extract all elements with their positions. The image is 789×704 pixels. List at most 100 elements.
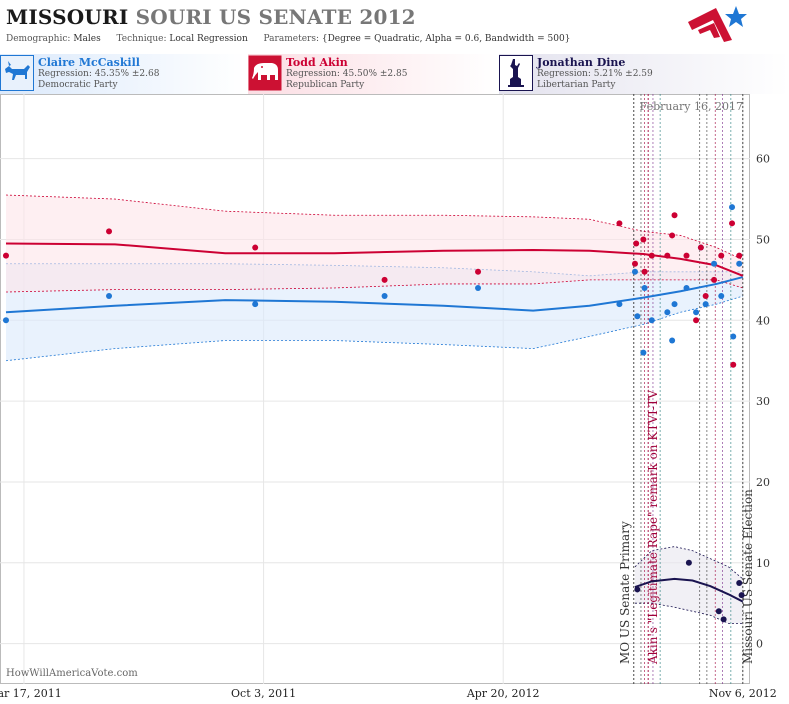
poll-point	[641, 268, 648, 275]
candidate-regression: Regression: 45.50% ±2.85	[286, 69, 408, 79]
x-tick-label: Nov 6, 2012	[709, 687, 777, 700]
poll-point	[693, 309, 700, 316]
confidence-band	[5, 195, 743, 293]
y-tick-label: 60	[756, 153, 770, 166]
poll-point	[683, 252, 690, 259]
poll-point	[693, 317, 700, 324]
poll-point	[648, 317, 655, 324]
poll-point	[715, 608, 722, 615]
watermark[interactable]: HowWillAmericaVote.com	[6, 668, 138, 679]
event-label: Akin's "Legitimate Rape" remark on KTVI-…	[646, 390, 660, 665]
poll-point	[664, 252, 671, 259]
y-tick-label: 20	[756, 476, 770, 489]
candidate-dine[interactable]: Jonathan Dine Regression: 5.21% ±2.59 Li…	[499, 54, 789, 94]
chart: MO US Senate Primary Akin's "Legitimate R…	[0, 94, 777, 700]
candidate-party: Democratic Party	[38, 80, 118, 90]
y-tick-label: 40	[756, 314, 770, 327]
title-state: MISSOURI	[6, 5, 129, 29]
y-tick-label: 50	[756, 233, 770, 246]
elephant-icon	[248, 55, 282, 91]
poll-point	[711, 260, 718, 267]
poll-point	[671, 301, 678, 308]
axes: 0 10 20 30 40 50 60 Mar 17, 2011 Oct 3, 2011 Apr …	[0, 153, 777, 700]
event-lines: MO US Senate Primary Akin's "Legitimate R…	[618, 94, 755, 684]
regression-line	[5, 242, 744, 277]
poll-point	[729, 204, 736, 211]
poll-point	[718, 252, 725, 259]
date-stamp: February 16, 2017	[639, 100, 743, 113]
poll-point	[634, 313, 641, 320]
band-upper	[634, 546, 744, 580]
band-lower	[634, 602, 743, 624]
candidate-regression: Regression: 45.35% ±2.68	[38, 69, 160, 79]
poll-point	[736, 252, 743, 259]
poll-point	[669, 337, 676, 344]
candidate-regression: Regression: 5.21% ±2.59	[537, 69, 653, 79]
regression-line	[5, 276, 744, 314]
title-race: SOURI US SENATE 2012	[135, 5, 416, 29]
poll-point	[252, 244, 259, 251]
poll-point	[631, 268, 638, 275]
candidate-akin[interactable]: Todd Akin Regression: 45.50% ±2.85 Repub…	[248, 54, 496, 94]
candidate-bar: Claire McCaskill Regression: 45.35% ±2.6…	[0, 54, 789, 94]
plot-frame	[0, 94, 750, 684]
poll-point	[720, 616, 727, 623]
technique-label: Technique:	[116, 34, 167, 44]
poll-point	[640, 236, 647, 243]
poll-point	[648, 252, 655, 259]
parameters-label: Parameters:	[263, 34, 319, 44]
regression-lines	[5, 242, 744, 603]
page-title: MISSOURI SOURI US SENATE 2012	[6, 5, 416, 29]
poll-point	[381, 293, 388, 300]
poll-point	[697, 244, 704, 251]
event-label: MO US Senate Primary	[618, 521, 632, 664]
y-tick-label: 30	[756, 395, 770, 408]
parameters-line: Demographic: Males Technique: Local Regr…	[6, 34, 570, 44]
x-tick-label: Apr 20, 2012	[466, 687, 540, 700]
poll-point	[669, 232, 676, 239]
poll-point	[381, 276, 388, 283]
poll-point	[664, 309, 671, 316]
poll-point	[729, 220, 736, 227]
candidate-name: Todd Akin	[286, 56, 348, 69]
poll-point	[631, 260, 638, 267]
statue-of-liberty-icon	[499, 55, 533, 91]
poll-point	[736, 260, 743, 267]
candidate-party: Libertarian Party	[537, 80, 616, 90]
poll-point	[702, 293, 709, 300]
technique-value: Local Regression	[169, 34, 248, 44]
poll-point	[475, 284, 482, 291]
y-tick-label: 0	[756, 638, 763, 651]
poll-point	[616, 220, 623, 227]
x-tick-label: Mar 17, 2011	[0, 687, 62, 700]
band-upper	[5, 194, 743, 261]
poll-point	[683, 284, 690, 291]
poll-points	[2, 204, 745, 623]
poll-point	[252, 301, 259, 308]
site-logo[interactable]	[686, 4, 748, 44]
donkey-icon	[0, 55, 34, 91]
poll-point	[640, 349, 647, 356]
poll-point	[730, 333, 737, 340]
poll-point	[641, 284, 648, 291]
poll-point	[738, 592, 745, 599]
poll-point	[634, 586, 641, 593]
band-lower	[5, 295, 743, 362]
poll-point	[736, 579, 743, 586]
poll-point	[702, 301, 709, 308]
x-tick-label: Oct 3, 2011	[231, 687, 296, 700]
candidate-name: Claire McCaskill	[38, 56, 140, 69]
poll-point	[671, 212, 678, 219]
parameters-value: {Degree = Quadratic, Alpha = 0.6, Bandwi…	[321, 34, 571, 44]
poll-point	[106, 228, 113, 235]
candidate-mccaskill[interactable]: Claire McCaskill Regression: 45.35% ±2.6…	[0, 54, 245, 94]
poll-point	[475, 268, 482, 275]
poll-point	[718, 293, 725, 300]
poll-point	[633, 240, 640, 247]
confidence-bands	[5, 194, 744, 624]
demographic-value: Males	[73, 34, 101, 44]
candidate-name: Jonathan Dine	[537, 56, 626, 69]
event-label: Missouri US Senate Election	[741, 489, 755, 664]
poll-point	[616, 301, 623, 308]
confidence-band	[634, 546, 743, 624]
